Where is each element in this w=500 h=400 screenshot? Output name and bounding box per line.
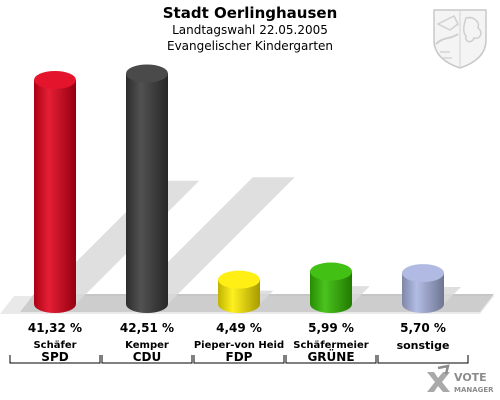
logo-line-1: VOTE: [454, 371, 487, 384]
label-separator-grüne: [285, 355, 377, 364]
candidate-label-spd: Schäfer: [33, 340, 76, 351]
value-label-fdp: 4,49 %: [216, 321, 262, 335]
bar-top-sonstige: [402, 264, 444, 283]
candidate-label-grüne: Schäfermeier: [293, 340, 368, 351]
label-separator-cdu: [101, 355, 193, 364]
party-label-grüne: GRÜNE: [307, 349, 354, 364]
bar-top-grüne: [310, 262, 352, 281]
party-label-fdp: FDP: [226, 350, 253, 364]
party-label-sonstige: sonstige: [397, 339, 450, 352]
bar-cdu: [126, 73, 168, 313]
chart-subtitle-election: Landtagswahl 22.05.2005: [172, 23, 328, 37]
bar-spd: [34, 79, 76, 313]
coat-of-arms-icon: [433, 9, 487, 69]
chart-title: Stadt Oerlinghausen: [162, 4, 338, 22]
label-separator-spd: [9, 355, 101, 364]
value-label-sonstige: 5,70 %: [400, 321, 446, 335]
bar-shadow-cdu: [126, 177, 295, 304]
candidate-label-fdp: Pieper-von Heid: [194, 340, 284, 351]
chart-header: Stadt Oerlinghausen Landtagswahl 22.05.2…: [0, 4, 500, 54]
label-separator-sonstige: [377, 355, 469, 364]
chart-subtitle-district: Evangelischer Kindergarten: [166, 39, 334, 53]
bar-top-spd: [34, 70, 76, 89]
candidate-label-cdu: Kemper: [125, 340, 169, 351]
party-label-cdu: CDU: [133, 350, 162, 364]
bar-sonstige: [402, 273, 444, 313]
value-label-cdu: 42,51 %: [120, 321, 174, 335]
value-label-grüne: 5,99 %: [308, 321, 354, 335]
logo-line-2: MANAGER: [454, 386, 494, 394]
bar-fdp: [218, 279, 260, 313]
bar-top-cdu: [126, 64, 168, 83]
vote-manager-logo: VOTE MANAGER: [427, 364, 494, 394]
label-separator-fdp: [193, 355, 285, 364]
value-label-spd: 41,32 %: [28, 321, 82, 335]
party-label-spd: SPD: [41, 350, 68, 364]
bar-grüne: [310, 271, 352, 313]
bar-top-fdp: [218, 270, 260, 289]
